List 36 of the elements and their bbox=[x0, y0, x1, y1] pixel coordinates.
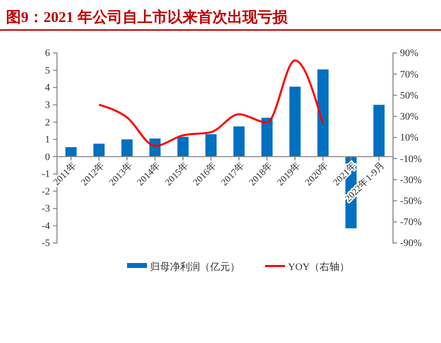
legend-label: YOY（右轴） bbox=[288, 261, 350, 273]
y-tick-label: 6 bbox=[45, 48, 50, 60]
bar bbox=[289, 86, 301, 157]
legend-label: 归母净利润（亿元） bbox=[150, 261, 240, 273]
y-tick-label: 3 bbox=[45, 100, 50, 112]
bar bbox=[65, 147, 77, 157]
y2-tick-label: 50% bbox=[400, 90, 418, 102]
y-tick-label: 4 bbox=[45, 82, 50, 94]
y2-tick-label: 90% bbox=[400, 48, 418, 60]
bar bbox=[373, 104, 385, 157]
y2-tick-label: -70% bbox=[400, 217, 422, 228]
y2-tick-label: -30% bbox=[400, 174, 422, 186]
y2-tick-label: -10% bbox=[400, 154, 422, 165]
y-tick-label: 5 bbox=[45, 65, 50, 76]
y-tick-label: -5 bbox=[42, 238, 50, 250]
bar bbox=[233, 126, 245, 157]
y-tick-label: 2 bbox=[45, 117, 50, 128]
y2-tick-label: -50% bbox=[400, 196, 422, 207]
y2-tick-label: -90% bbox=[400, 238, 422, 250]
chart-title: 图9：2021 年公司自上市以来首次出现亏损 bbox=[6, 8, 288, 26]
y-tick-label: -1 bbox=[42, 169, 50, 180]
bar bbox=[177, 136, 189, 157]
bar bbox=[93, 144, 105, 157]
y-tick-label: 1 bbox=[45, 134, 50, 146]
bar bbox=[205, 134, 217, 157]
y-tick-label: -3 bbox=[42, 204, 50, 215]
bar bbox=[261, 118, 273, 157]
y-tick-label: 0 bbox=[45, 152, 50, 163]
line-series bbox=[98, 59, 324, 147]
y-tick-label: -4 bbox=[42, 220, 50, 232]
y2-tick-label: 30% bbox=[400, 112, 418, 123]
y2-tick-label: 70% bbox=[400, 69, 418, 80]
bar bbox=[317, 69, 329, 157]
y2-tick-label: 10% bbox=[400, 132, 418, 144]
bar bbox=[121, 139, 133, 157]
y-tick-label: -2 bbox=[42, 186, 50, 198]
